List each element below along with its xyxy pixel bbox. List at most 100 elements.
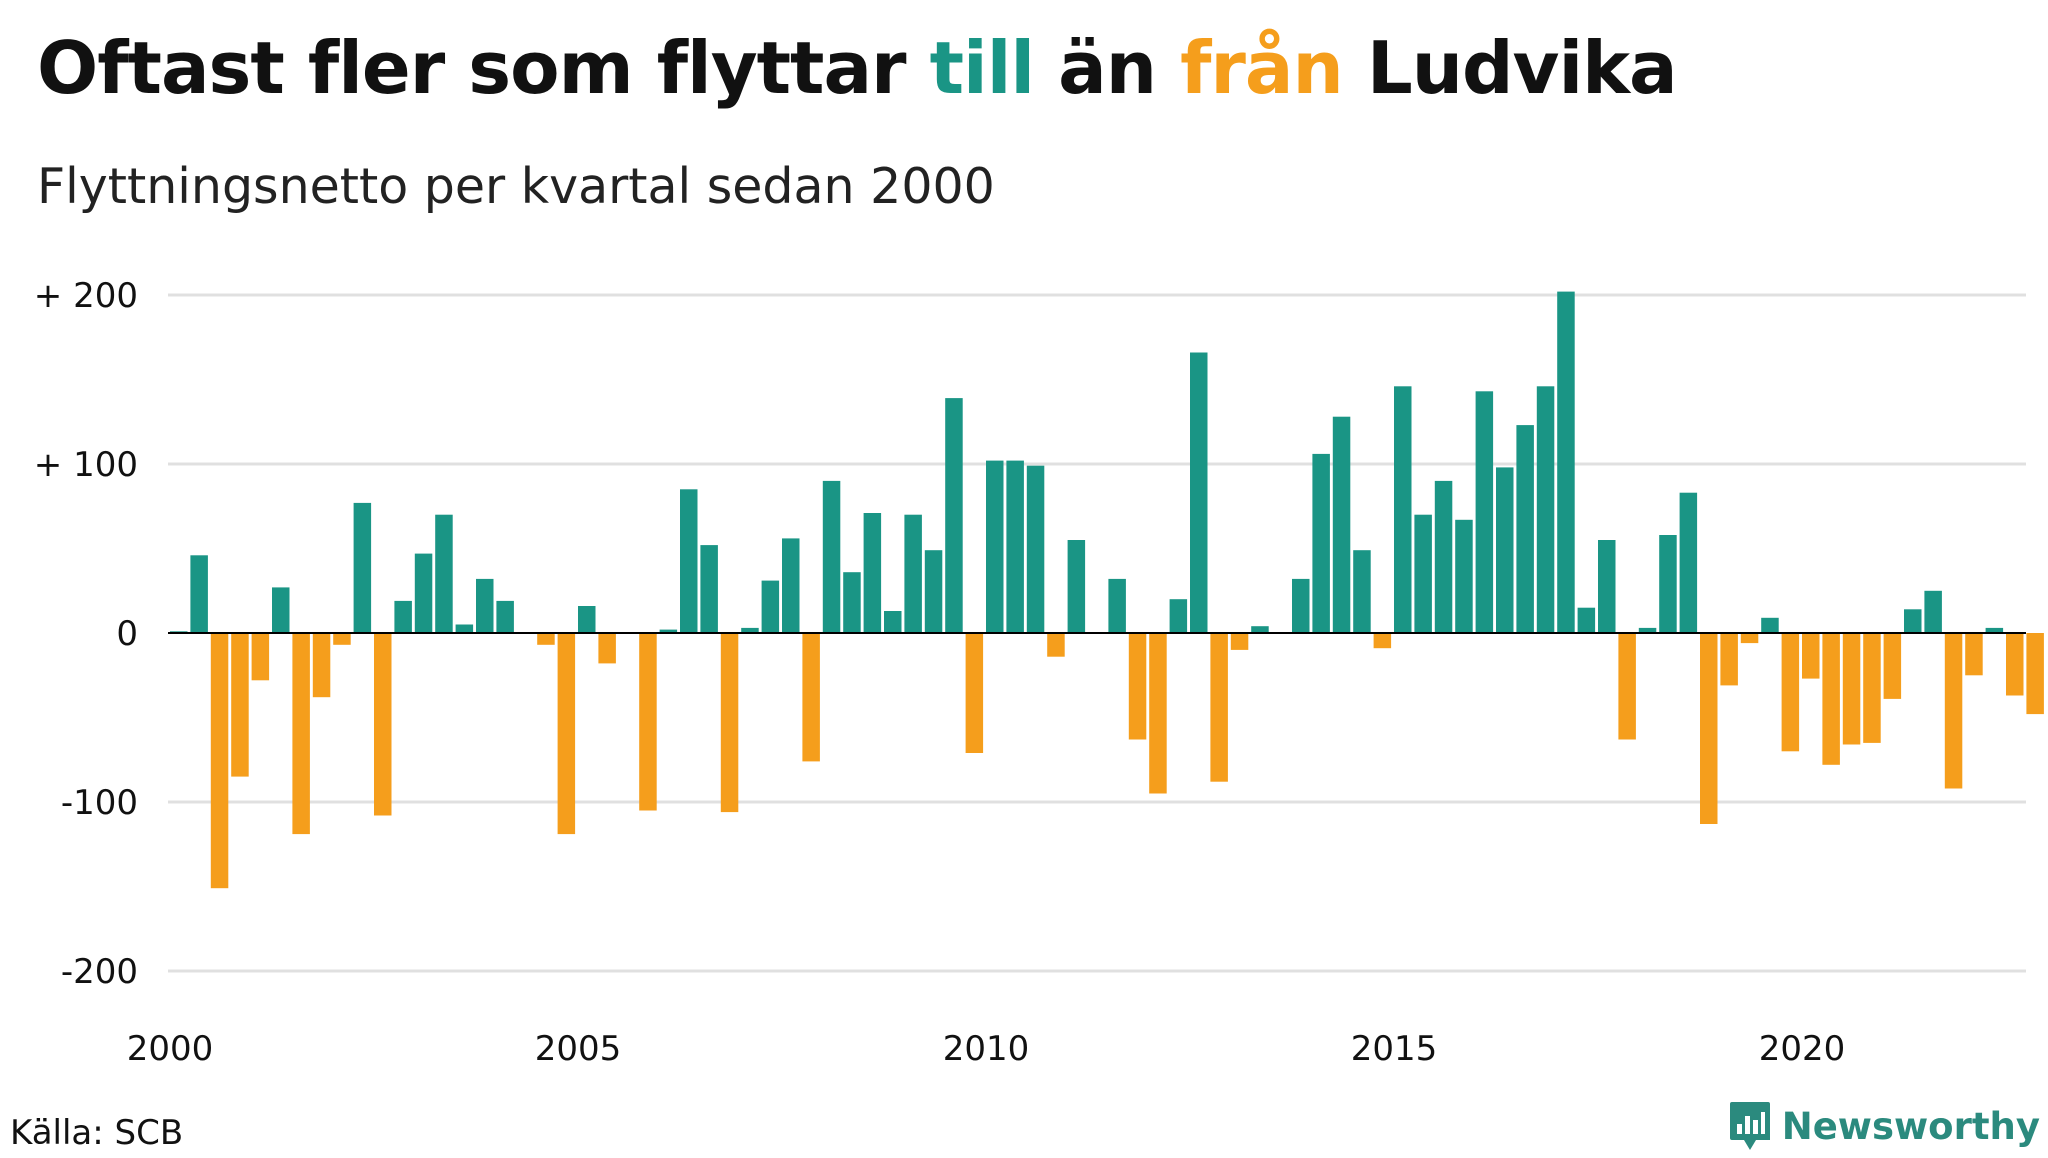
y-tick-label: -100 <box>61 783 138 823</box>
title-part-1: Oftast fler som flyttar <box>37 26 930 110</box>
bar <box>1190 352 1208 633</box>
bar <box>1394 386 1412 633</box>
bar <box>190 555 208 633</box>
bar <box>231 633 249 777</box>
bar <box>659 629 678 633</box>
bar <box>251 633 270 681</box>
bar <box>1598 540 1616 633</box>
bar <box>1740 633 1759 644</box>
bar <box>1536 386 1555 633</box>
bar <box>761 580 780 633</box>
bar <box>965 633 984 753</box>
bar <box>945 398 963 633</box>
bar <box>904 514 922 633</box>
bar <box>639 633 657 811</box>
x-tick-label: 2005 <box>535 1029 622 1069</box>
bar <box>1006 460 1024 633</box>
bar <box>1944 633 1963 789</box>
bar <box>1679 492 1698 633</box>
bar <box>802 633 820 762</box>
bar <box>1455 519 1473 633</box>
bar <box>1802 633 1820 679</box>
bar <box>1904 609 1922 633</box>
y-tick-label: + 100 <box>34 445 138 485</box>
title-part-5: Ludvika <box>1342 26 1678 110</box>
bar <box>557 633 576 835</box>
bar <box>1924 590 1942 634</box>
bar <box>863 513 882 633</box>
bar <box>1659 535 1677 633</box>
bar <box>1496 467 1514 633</box>
y-tick-label: + 200 <box>34 276 138 316</box>
bar <box>924 550 943 633</box>
bar <box>537 633 555 645</box>
bar <box>1047 633 1065 657</box>
bar <box>1577 607 1596 633</box>
bar <box>680 489 698 633</box>
bar <box>2026 633 2044 715</box>
bar <box>1883 633 1902 699</box>
bar <box>1067 540 1086 633</box>
bar <box>1292 578 1310 633</box>
bar <box>272 587 290 633</box>
bar <box>1842 633 1861 745</box>
bar <box>1516 425 1534 633</box>
bar <box>496 600 514 633</box>
bar <box>312 633 331 698</box>
bar <box>1434 480 1453 633</box>
bar <box>578 606 596 633</box>
bar <box>394 600 412 633</box>
bar <box>1822 633 1840 765</box>
bar <box>822 480 841 633</box>
x-tick-label: 2015 <box>1351 1029 1438 1069</box>
title-part-3: än <box>1034 26 1181 110</box>
bar <box>414 553 433 633</box>
bar <box>1108 578 1126 633</box>
bar <box>1169 599 1188 633</box>
bar <box>435 514 453 633</box>
source-note: Källa: SCB <box>10 1113 184 1153</box>
brand-name: Newsworthy <box>1781 1104 2040 1148</box>
bar <box>1618 633 1636 740</box>
bar <box>1026 465 1045 633</box>
bar <box>1128 633 1147 740</box>
bar <box>1700 633 1718 824</box>
x-tick-label: 2020 <box>1759 1029 1846 1069</box>
bar <box>292 633 310 835</box>
bar <box>782 538 800 633</box>
bar <box>1720 633 1738 686</box>
bar <box>1353 550 1371 633</box>
bar <box>1312 453 1330 633</box>
bar <box>1414 514 1432 633</box>
y-axis-labels: + 200 + 100 0 -100 -200 <box>34 276 138 992</box>
bar <box>1210 633 1228 782</box>
bar <box>1638 627 1657 633</box>
newsworthy-logo-icon <box>1729 1102 1770 1150</box>
bar-chart: + 200 + 100 0 -100 -200 2000 2005 2010 2015 2020 <box>34 276 2044 1069</box>
bar <box>741 627 759 633</box>
bar <box>1557 291 1575 633</box>
x-axis-labels: 2000 2005 2010 2015 2020 <box>127 1029 1846 1069</box>
bar <box>1761 617 1779 633</box>
title-highlight-fran: från <box>1180 26 1344 110</box>
bar <box>455 624 474 633</box>
chart-subtitle: Flyttningsnetto per kvartal sedan 2000 <box>37 158 995 215</box>
bar <box>1965 633 1983 676</box>
x-tick-label: 2010 <box>943 1029 1030 1069</box>
y-tick-label: 0 <box>116 614 138 654</box>
title-highlight-till: till <box>929 26 1035 110</box>
bar <box>843 572 861 633</box>
x-tick-label: 2000 <box>127 1029 214 1069</box>
bar <box>1149 633 1167 794</box>
bar <box>374 633 392 816</box>
bar <box>700 545 718 633</box>
bar <box>1985 627 2004 633</box>
bar <box>333 633 351 645</box>
bar <box>1332 416 1351 633</box>
bar <box>1781 633 1800 752</box>
bar <box>476 578 494 633</box>
bar <box>884 611 902 633</box>
newsworthy-logo: Newsworthy <box>1728 1100 2040 1152</box>
bar <box>598 633 616 664</box>
bar <box>353 502 372 633</box>
